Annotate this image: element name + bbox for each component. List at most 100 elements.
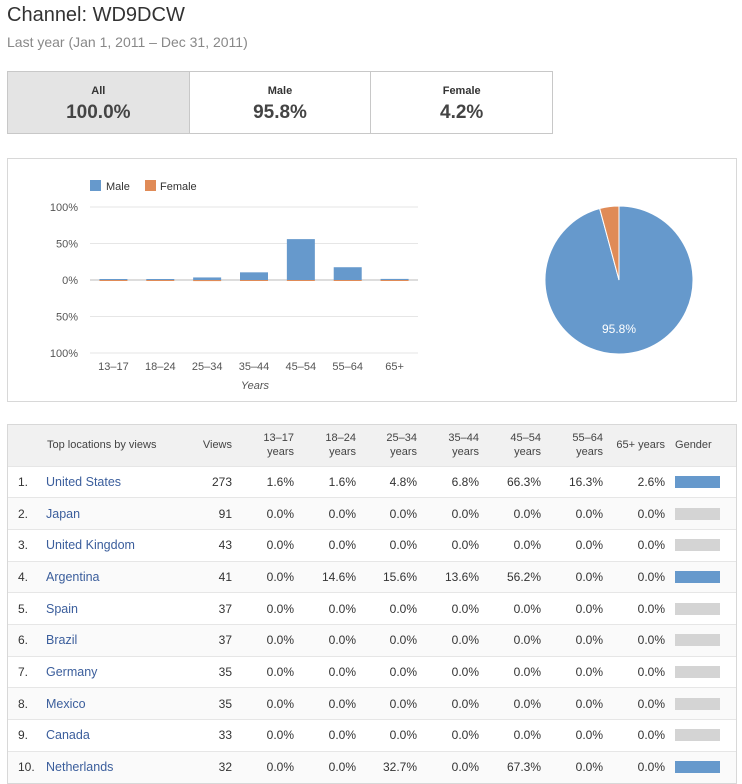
location-link[interactable]: Argentina bbox=[46, 569, 100, 584]
cell-a1824: 1.6% bbox=[328, 474, 357, 489]
cell-a1317: 0.0% bbox=[266, 728, 295, 743]
bar-female-55–64[interactable] bbox=[333, 280, 362, 281]
bar-male-65+[interactable] bbox=[380, 278, 409, 280]
pie-slice-female[interactable] bbox=[599, 205, 620, 281]
cell-a5564: 0.0% bbox=[575, 696, 604, 711]
x-tick-label: 65+ bbox=[385, 361, 404, 373]
cell-a1317: 0.0% bbox=[266, 506, 295, 521]
cell-a2534: 0.0% bbox=[389, 538, 418, 553]
bar-female-45–54[interactable] bbox=[286, 280, 315, 281]
x-tick-label: 45–54 bbox=[286, 361, 317, 373]
bar-female-18–24[interactable] bbox=[146, 280, 175, 281]
cell-views: 41 bbox=[218, 569, 233, 584]
location-link[interactable]: Netherlands bbox=[46, 760, 114, 775]
pie-chart: 95.8% bbox=[544, 205, 694, 355]
tab-label: All bbox=[91, 85, 106, 97]
cell-a1824: 0.0% bbox=[328, 506, 357, 521]
gender-cell bbox=[671, 688, 736, 720]
cell-a1317: 1.6% bbox=[266, 474, 295, 489]
cell-a3544: 0.0% bbox=[451, 506, 480, 521]
cell-a4554: 56.2% bbox=[506, 569, 542, 584]
y-tick-label: 100% bbox=[50, 202, 78, 214]
bar-male-13–17[interactable] bbox=[99, 279, 128, 280]
table-row: 3. United Kingdom 43 0.0% 0.0% 0.0% 0.0% 0.0% 0.… bbox=[8, 529, 737, 562]
cell-a1317: 0.0% bbox=[266, 538, 295, 553]
bar-male-35–44[interactable] bbox=[240, 272, 268, 280]
cell-a3544: 0.0% bbox=[451, 538, 480, 553]
gender-bar bbox=[675, 634, 721, 647]
cell-a4554: 0.0% bbox=[513, 506, 542, 521]
location-link[interactable]: United Kingdom bbox=[46, 538, 135, 553]
cell-a4554: 0.0% bbox=[513, 696, 542, 711]
x-tick-label: 35–44 bbox=[239, 361, 270, 373]
tab-male[interactable]: Male 95.8% bbox=[189, 72, 372, 133]
location-link[interactable]: Germany bbox=[46, 664, 98, 679]
column-header-45-54[interactable]: 45–54 years bbox=[510, 432, 542, 459]
bar-male-45–54[interactable] bbox=[286, 239, 315, 280]
column-header-location[interactable]: Top locations by views bbox=[47, 439, 157, 452]
cell-a65: 0.0% bbox=[637, 696, 666, 711]
row-rank: 10. bbox=[18, 760, 35, 775]
bar-female-25–34[interactable] bbox=[193, 280, 222, 282]
cell-a5564: 0.0% bbox=[575, 601, 604, 616]
location-link[interactable]: Spain bbox=[46, 601, 78, 616]
column-header-gender[interactable]: Gender bbox=[675, 439, 712, 452]
cell-a5564: 0.0% bbox=[575, 728, 604, 743]
table-row: 4. Argentina 41 0.0% 14.6% 15.6% 13.6% 56.2% 0.0… bbox=[8, 561, 737, 593]
column-header-25-34[interactable]: 25–34 years bbox=[386, 432, 418, 459]
column-header-views[interactable]: Views bbox=[202, 439, 233, 452]
column-header-35-44[interactable]: 35–44 years bbox=[448, 432, 480, 459]
tab-female[interactable]: Female 4.2% bbox=[371, 72, 553, 133]
bar-male-25–34[interactable] bbox=[193, 277, 222, 280]
gender-cell bbox=[671, 529, 736, 561]
bar-female-65+[interactable] bbox=[380, 280, 409, 281]
bar-male-18–24[interactable] bbox=[146, 279, 175, 280]
location-link[interactable]: United States bbox=[46, 474, 122, 489]
row-rank: 7. bbox=[18, 664, 29, 679]
cell-a4554: 0.0% bbox=[513, 728, 542, 743]
cell-a1317: 0.0% bbox=[266, 601, 295, 616]
cell-a2534: 0.0% bbox=[389, 601, 418, 616]
gender-bar bbox=[675, 570, 721, 583]
column-header-18-24[interactable]: 18–24 years bbox=[325, 432, 357, 459]
location-link[interactable]: Japan bbox=[46, 506, 81, 521]
x-tick-label: 18–24 bbox=[145, 361, 176, 373]
gender-bar bbox=[675, 697, 721, 710]
cell-a3544: 0.0% bbox=[451, 696, 480, 711]
bar-female-35–44[interactable] bbox=[240, 280, 268, 281]
cell-a4554: 0.0% bbox=[513, 633, 542, 648]
cell-views: 35 bbox=[218, 696, 233, 711]
column-header-55-64[interactable]: 55–64 years bbox=[572, 432, 604, 459]
demographics-chart-panel: Male Female 100% 50% 0% 50% 100% 13–17 18–24 25… bbox=[7, 158, 737, 402]
location-link[interactable]: Brazil bbox=[46, 633, 78, 648]
column-header-13-17[interactable]: 13–17 years bbox=[263, 432, 295, 459]
bar-male-55–64[interactable] bbox=[333, 267, 362, 280]
x-axis-title: Years bbox=[241, 380, 270, 392]
legend-label-male: Male bbox=[106, 181, 130, 193]
location-link[interactable]: Canada bbox=[46, 728, 90, 743]
gender-cell bbox=[671, 656, 736, 688]
x-tick-label: 55–64 bbox=[332, 361, 363, 373]
cell-a3544: 0.0% bbox=[451, 760, 480, 775]
table-row: 5. Spain 37 0.0% 0.0% 0.0% 0.0% 0.0% 0.0% 0.0% bbox=[8, 592, 737, 625]
cell-a2534: 32.7% bbox=[382, 760, 418, 775]
gender-bar bbox=[675, 539, 721, 552]
table-row: 6. Brazil 37 0.0% 0.0% 0.0% 0.0% 0.0% 0.0% 0.0% bbox=[8, 624, 737, 657]
gender-bar bbox=[675, 729, 721, 742]
cell-a2534: 0.0% bbox=[389, 664, 418, 679]
cell-a65: 0.0% bbox=[637, 664, 666, 679]
tab-all[interactable]: All 100.0% bbox=[8, 72, 190, 133]
location-link[interactable]: Mexico bbox=[46, 696, 86, 711]
row-rank: 4. bbox=[18, 569, 29, 584]
column-header-65-plus[interactable]: 65+ years bbox=[616, 439, 666, 452]
row-rank: 6. bbox=[18, 633, 29, 648]
bar-female-13–17[interactable] bbox=[99, 280, 128, 281]
cell-a1317: 0.0% bbox=[266, 664, 295, 679]
cell-a5564: 0.0% bbox=[575, 760, 604, 775]
cell-a5564: 0.0% bbox=[575, 538, 604, 553]
cell-a65: 0.0% bbox=[637, 760, 666, 775]
cell-a1824: 0.0% bbox=[328, 601, 357, 616]
cell-a65: 2.6% bbox=[637, 474, 666, 489]
row-rank: 1. bbox=[18, 474, 29, 489]
tab-label: Male bbox=[267, 85, 293, 97]
